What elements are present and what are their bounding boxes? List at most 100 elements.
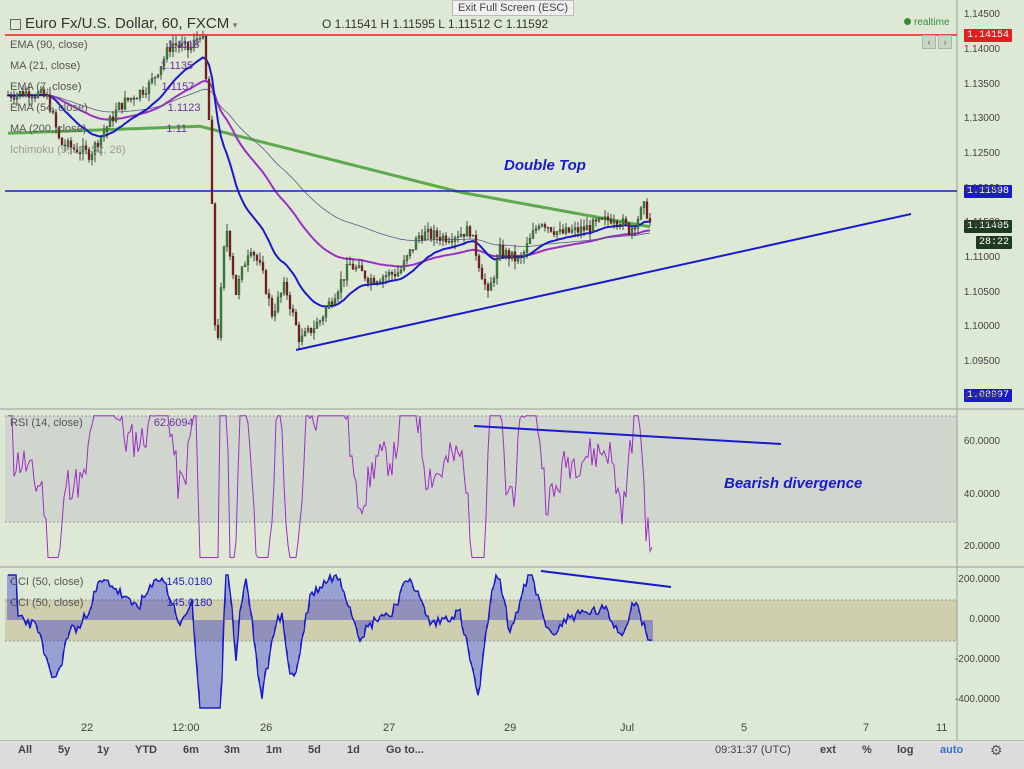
candle-body bbox=[312, 328, 316, 334]
candle-body bbox=[195, 38, 199, 41]
candle-body bbox=[645, 201, 649, 219]
current-price-tag: 1.11405 bbox=[963, 220, 1012, 233]
candle-body bbox=[126, 97, 130, 101]
candle-body bbox=[285, 281, 289, 296]
candle-body bbox=[87, 149, 91, 160]
candle-body bbox=[501, 245, 505, 257]
candle-body bbox=[546, 227, 550, 229]
candle-body bbox=[282, 281, 286, 294]
candle-body bbox=[408, 249, 412, 256]
candle-body bbox=[18, 91, 22, 95]
double-top-annotation[interactable]: Double Top bbox=[504, 157, 586, 174]
toolbar-ext-button[interactable]: ext bbox=[820, 744, 836, 756]
low-price-tag: 1.08997 bbox=[963, 389, 1012, 402]
settings-gear-icon[interactable]: ⚙ bbox=[990, 742, 1003, 758]
cci-divergence-line[interactable] bbox=[540, 570, 672, 588]
range-button-goto[interactable]: Go to... bbox=[386, 744, 424, 756]
candle-body bbox=[51, 111, 55, 113]
toolbar-log-button[interactable]: log bbox=[897, 744, 914, 756]
price-tick: 1.10500 bbox=[963, 286, 1000, 298]
candle-body bbox=[498, 245, 502, 260]
range-button-1m[interactable]: 1m bbox=[266, 744, 282, 756]
candle-body bbox=[96, 142, 100, 148]
candle-body bbox=[405, 255, 409, 261]
range-button-ytd[interactable]: YTD bbox=[135, 744, 157, 756]
candle-body bbox=[111, 116, 115, 122]
range-button-5d[interactable]: 5d bbox=[308, 744, 321, 756]
indicator-label: EMA (54, close) bbox=[10, 102, 88, 114]
candle-body bbox=[27, 91, 31, 98]
bearish-divergence-annotation[interactable]: Bearish divergence bbox=[724, 475, 863, 492]
bottom-toolbar bbox=[0, 740, 1024, 769]
time-tick: 5 bbox=[741, 722, 748, 734]
candle-body bbox=[231, 256, 235, 276]
range-button-6m[interactable]: 6m bbox=[183, 744, 199, 756]
candle-body bbox=[339, 279, 343, 293]
main-panel-bg bbox=[5, 5, 957, 407]
candle-body bbox=[48, 94, 52, 112]
candle-body bbox=[465, 226, 469, 237]
collapse-icon[interactable] bbox=[10, 19, 21, 31]
indicator-legend-4[interactable]: MA (200, close) 1.11 bbox=[10, 123, 187, 135]
time-tick: 12:00 bbox=[172, 722, 200, 734]
rsi-legend[interactable]: RSI (14, close) 62.6094 bbox=[10, 417, 194, 429]
scroll-left-button[interactable]: ‹ bbox=[922, 35, 936, 49]
price-tick: 1.14500 bbox=[963, 9, 1000, 21]
candle-body bbox=[633, 228, 637, 230]
countdown-tag: 28:22 bbox=[975, 236, 1012, 249]
scroll-right-button[interactable]: › bbox=[938, 35, 952, 49]
candle-body bbox=[582, 226, 586, 231]
candle-body bbox=[288, 295, 292, 310]
toolbar-auto-button[interactable]: auto bbox=[940, 744, 964, 756]
chevron-down-icon[interactable]: ▾ bbox=[232, 20, 238, 30]
rsi-divergence-line[interactable] bbox=[473, 425, 782, 445]
indicator-legend-0[interactable]: EMA (90, close) 1.1118 bbox=[10, 39, 200, 51]
candle-body bbox=[357, 265, 361, 268]
candle-body bbox=[525, 243, 529, 253]
candle-body bbox=[123, 97, 127, 110]
candle-body bbox=[483, 279, 487, 285]
toolbar-percent-button[interactable]: % bbox=[862, 744, 872, 756]
candle-body bbox=[189, 47, 193, 51]
candle-body bbox=[432, 230, 436, 239]
candle-body bbox=[351, 263, 355, 270]
indicator-legend-1[interactable]: MA (21, close) 1.1135 bbox=[10, 60, 193, 72]
candle-body bbox=[459, 233, 463, 237]
indicator-label: EMA (90, close) bbox=[10, 39, 88, 51]
rsi-tick: 60.0000 bbox=[963, 436, 1000, 447]
candle-body bbox=[399, 269, 403, 273]
exit-fullscreen-button[interactable]: Exit Full Screen (ESC) bbox=[452, 0, 575, 16]
indicator-legend-5[interactable]: Ichimoku (9, 26, 52, 26) bbox=[10, 144, 126, 156]
symbol-title[interactable]: Euro Fx/U.S. Dollar, 60, FXCM ▾ bbox=[10, 15, 237, 32]
range-button-3m[interactable]: 3m bbox=[224, 744, 240, 756]
candle-body bbox=[534, 228, 538, 231]
cci-tick: -200.0000 bbox=[954, 654, 1000, 665]
candle-body bbox=[411, 249, 415, 251]
range-button-5y[interactable]: 5y bbox=[58, 744, 71, 756]
indicator-value: 1.1123 bbox=[167, 102, 201, 114]
range-button-all[interactable]: All bbox=[18, 744, 33, 756]
cci-legend-1[interactable]: CCI (50, close) 145.0180 bbox=[10, 576, 212, 588]
ma200-line bbox=[7, 124, 651, 229]
indicator-legend-2[interactable]: EMA (7, close) 1.1157 bbox=[10, 81, 194, 93]
indicator-legend-3[interactable]: EMA (54, close) 1.1123 bbox=[10, 102, 200, 114]
price-tick: 1.12500 bbox=[963, 148, 1000, 160]
candle-body bbox=[156, 74, 160, 78]
cci-tick: -400.0000 bbox=[954, 694, 1000, 705]
support-trendline[interactable] bbox=[295, 213, 912, 351]
candle-body bbox=[24, 91, 28, 97]
candle-body bbox=[294, 312, 298, 326]
candle-body bbox=[486, 284, 490, 291]
range-button-1d[interactable]: 1d bbox=[347, 744, 360, 756]
cci-legend-2[interactable]: CCI (50, close) 145.0180 bbox=[10, 597, 212, 609]
candle-body bbox=[384, 275, 388, 278]
candle-body bbox=[573, 227, 577, 231]
range-button-1y[interactable]: 1y bbox=[97, 744, 110, 756]
candle-body bbox=[336, 292, 340, 299]
time-tick: 26 bbox=[260, 722, 273, 734]
candle-body bbox=[6, 94, 10, 97]
candle-body bbox=[39, 89, 43, 93]
rsi-line bbox=[8, 414, 653, 558]
candle-body bbox=[489, 282, 493, 291]
